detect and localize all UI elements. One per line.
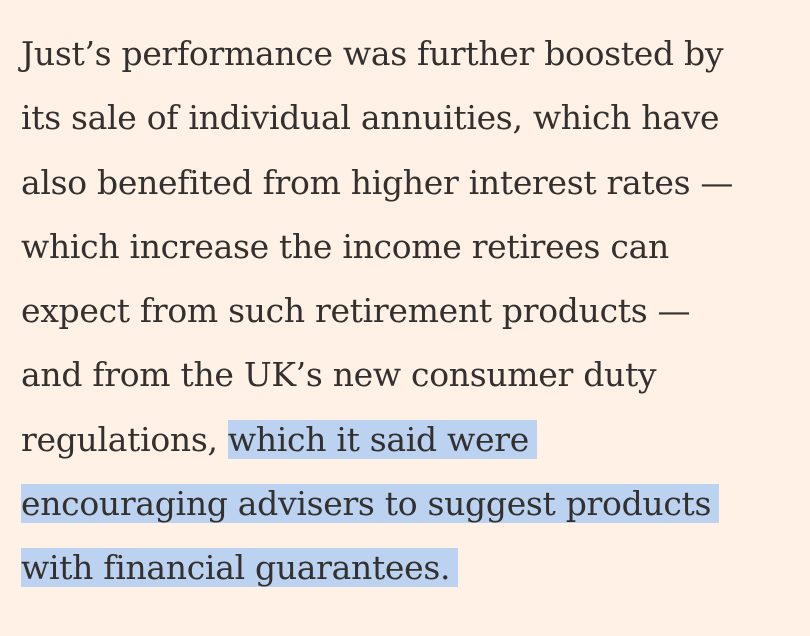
paragraph-line-5: expect from such retirement products — (21, 279, 801, 343)
line-text: and from the UK’s new consumer duty (21, 355, 657, 395)
selected-text[interactable]: encouraging advisers to suggest products (21, 484, 720, 524)
line-text: regulations, (21, 419, 228, 459)
paragraph-line-7: regulations, which it said were (21, 408, 801, 472)
paragraph-line-2: its sale of individual annuities, which … (21, 86, 801, 150)
line-text: which increase the income retirees can (21, 226, 669, 266)
paragraph-line-6: and from the UK’s new consumer duty (21, 343, 801, 407)
line-text: Just’s performance was further boosted b… (21, 34, 724, 73)
paragraph-line-4: which increase the income retirees can (21, 215, 801, 279)
paragraph-line-9: with financial guarantees. (21, 536, 801, 600)
paragraph-line-1: Just’s performance was further boosted b… (21, 22, 801, 86)
line-text: also benefited from higher interest rate… (21, 162, 734, 202)
selected-text[interactable]: which it said were (227, 419, 537, 459)
article-paragraph: Just’s performance was further boosted b… (21, 22, 801, 601)
selected-text[interactable]: with financial guarantees. (21, 548, 459, 588)
line-text: its sale of individual annuities, which … (21, 98, 720, 138)
paragraph-line-3: also benefited from higher interest rate… (21, 151, 801, 215)
line-text: expect from such retirement products — (21, 291, 691, 331)
paragraph-line-8: encouraging advisers to suggest products (21, 472, 801, 536)
